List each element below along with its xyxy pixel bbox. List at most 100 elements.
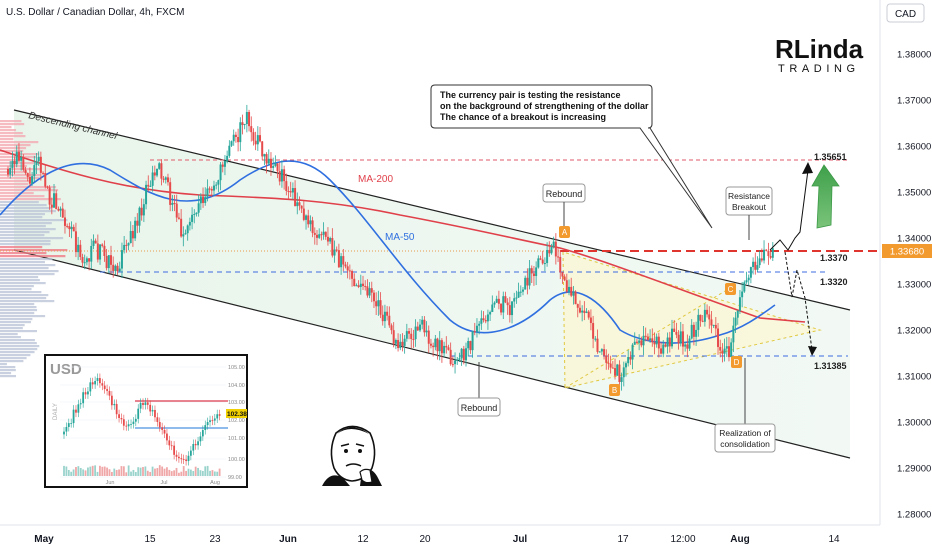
- volume-profile-bar: [0, 366, 16, 369]
- candle-body: [15, 151, 18, 165]
- candle-body: [13, 160, 16, 165]
- inset-xtick-aug: Aug: [210, 480, 220, 486]
- inset-candle-body: [216, 414, 219, 419]
- candle-body: [651, 338, 654, 343]
- candle-body: [283, 169, 286, 182]
- inset-candle-body: [72, 409, 75, 424]
- volume-profile-bar: [0, 333, 18, 336]
- volume-profile-bar: [0, 273, 55, 276]
- candle-body: [706, 309, 709, 315]
- candle-body: [248, 112, 251, 127]
- inset-volume-bar: [218, 468, 221, 476]
- realization-line-2: consolidation: [720, 439, 770, 449]
- candle-body: [278, 171, 281, 182]
- candle-body: [20, 157, 23, 161]
- candle-body: [592, 323, 595, 339]
- logo-text-bottom: TRADING: [778, 63, 860, 75]
- inset-candle-body: [130, 424, 132, 425]
- candle-body: [723, 348, 726, 354]
- inset-volume-bar: [120, 466, 123, 476]
- volume-profile-bar: [0, 225, 46, 228]
- candle-body: [311, 220, 314, 233]
- currency-box[interactable]: CAD: [886, 3, 925, 23]
- point-marker-d: D: [731, 356, 742, 368]
- candle-body: [63, 217, 66, 226]
- candle-body: [603, 349, 606, 356]
- inset-candle-body: [194, 443, 197, 446]
- volume-profile-bar: [0, 348, 38, 351]
- price-tick-label: 1.34000: [897, 234, 931, 245]
- candle-body: [388, 315, 391, 326]
- candle-body: [638, 340, 641, 343]
- candle-body: [421, 319, 424, 325]
- price-tick-label: 1.28000: [897, 510, 931, 521]
- inset-volume-bar: [180, 471, 183, 476]
- candle-body: [526, 277, 529, 286]
- candle-body: [302, 208, 305, 220]
- inset-volume-bar: [163, 468, 166, 476]
- candle-body: [546, 249, 549, 264]
- inset-volume-bar: [75, 466, 77, 476]
- candle-body: [594, 338, 597, 340]
- inset-candle-body: [134, 418, 137, 422]
- candle-body: [519, 291, 522, 293]
- candle-body: [649, 338, 652, 341]
- candle-body: [629, 356, 632, 360]
- bullish-arrow: [811, 164, 840, 229]
- volume-profile-bar: [0, 342, 37, 345]
- svg-text:B: B: [612, 386, 617, 395]
- candle-body: [462, 348, 465, 361]
- candle-body: [732, 325, 735, 343]
- volume-profile-bar: [0, 174, 41, 177]
- inset-volume-bar: [84, 470, 87, 476]
- candle-body: [160, 163, 163, 179]
- candle-body: [149, 185, 152, 187]
- candle-body: [736, 310, 739, 318]
- candle-body: [331, 238, 334, 256]
- inset-volume-bar: [197, 467, 199, 476]
- inset-ytick-label: 101.00: [228, 436, 245, 442]
- inset-volume-bar: [130, 471, 132, 476]
- volume-profile-bar: [0, 219, 68, 222]
- volume-profile-bar: [0, 327, 23, 330]
- volume-profile-bar: [0, 297, 47, 300]
- candle-body: [346, 266, 349, 271]
- volume-profile-bar: [0, 294, 49, 297]
- candle-body: [156, 168, 159, 176]
- candle-body: [219, 164, 222, 181]
- current-price-tag: [882, 244, 932, 258]
- candle-body: [212, 185, 215, 191]
- candles: [7, 104, 774, 391]
- candle-body: [94, 240, 97, 244]
- candle-body: [17, 151, 20, 161]
- point-marker-c: C: [725, 283, 736, 295]
- candle-body: [204, 196, 207, 203]
- resistance-breakout-line-1: Resistance: [728, 191, 770, 201]
- candle-body: [721, 350, 724, 354]
- inset-candle-body: [158, 421, 161, 428]
- callout-line-3: The chance of a breakout is increasing: [440, 112, 606, 122]
- candle-body: [164, 177, 167, 180]
- inset-candle-body: [182, 459, 185, 460]
- candle-body: [436, 338, 439, 352]
- candle-body: [521, 289, 524, 292]
- candle-body: [607, 362, 610, 364]
- volume-profile-bar: [0, 249, 68, 252]
- candle-body: [717, 328, 720, 347]
- price-tick-label: 1.32000: [897, 326, 931, 337]
- candle-body: [326, 236, 329, 242]
- volume-profile-bar: [0, 303, 35, 306]
- candle-body: [232, 134, 235, 142]
- candle-body: [537, 258, 540, 268]
- level-label-135651: 1.35651: [814, 152, 847, 162]
- inset-candle-body: [139, 402, 142, 409]
- candle-body: [443, 345, 446, 354]
- inset-volume-bar: [185, 470, 187, 476]
- candle-body: [664, 344, 667, 347]
- candle-body: [39, 156, 42, 173]
- volume-profile-bar: [0, 324, 25, 327]
- inset-volume-bar: [91, 465, 94, 476]
- volume-profile-bar: [0, 237, 64, 240]
- candle-body: [622, 367, 625, 378]
- time-tick-label: 12:00: [670, 534, 695, 545]
